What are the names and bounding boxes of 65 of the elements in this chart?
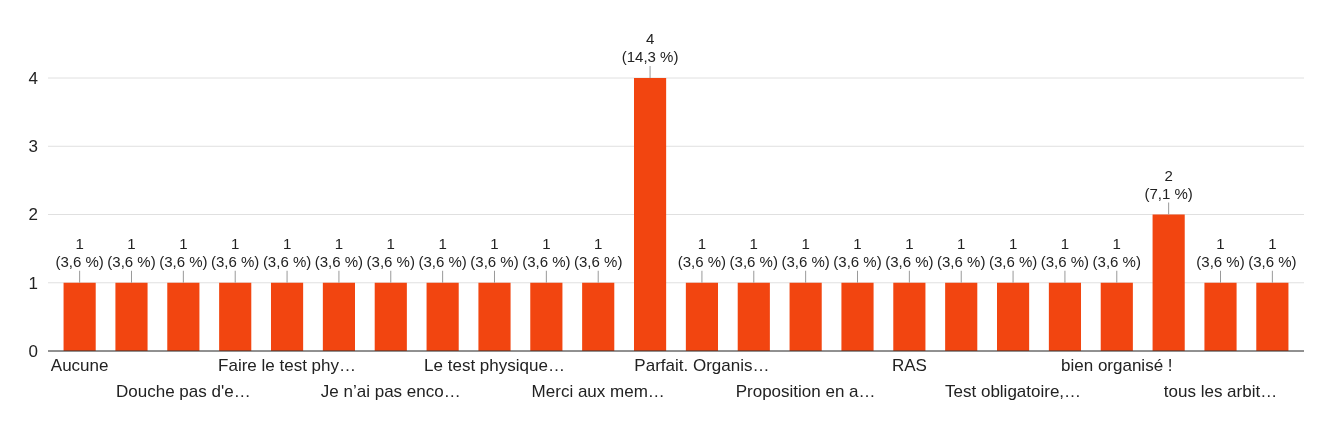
y-tick-label: 4 [28,68,38,88]
bar [685,282,718,351]
bar [426,282,459,351]
data-label: 1 (3,6 %) [262,234,312,270]
bar [634,78,667,351]
bar [841,282,874,351]
y-tick-label: 3 [28,137,38,157]
y-tick-label: 2 [28,205,38,225]
bar [1100,282,1133,351]
x-tick-label: Merci aux mem… [531,382,665,401]
bar [893,282,926,351]
bar [270,282,304,351]
data-label: 1 (3,6 %) [729,234,778,270]
y-tick-label: 0 [28,341,38,361]
x-tick-label: Test obligatoire,… [945,382,1082,401]
x-tick-label: RAS [891,356,927,375]
bar [167,282,200,351]
x-tick-label: Faire le test phy… [218,356,357,375]
data-label: 1 (3,6 %) [574,234,623,270]
data-label: 1 (3,6 %) [107,234,156,270]
bar [478,282,511,351]
x-tick-label: Aucune [50,356,109,375]
x-tick-label: Je n’ai pas enco… [320,382,461,401]
data-label: 1 (3,6 %) [55,234,104,270]
bar [322,282,355,351]
data-label: 1 (3,6 %) [470,234,519,270]
data-label: 1 (3,6 %) [418,234,467,270]
data-label: 1 (3,6 %) [522,234,571,270]
data-label: 1 (3,6 %) [366,234,415,270]
data-label: 1 (3,6 %) [159,234,208,270]
bar [737,282,770,351]
bar [219,282,252,351]
bar [945,282,978,351]
x-tick-label: Proposition en a… [735,382,876,401]
x-tick-label: Le test physique… [424,356,565,375]
x-tick-label: bien organisé ! [1061,356,1173,375]
bar [374,282,407,351]
bar [1256,282,1289,351]
data-label: 1 (3,6 %) [885,234,934,270]
bar [115,282,148,351]
data-label: 1 (3,6 %) [1196,234,1245,270]
bar [582,282,615,351]
data-label: 1 (3,6 %) [677,234,727,270]
data-label: 1 (3,6 %) [988,234,1038,270]
bar [789,282,822,351]
x-tick-label: Parfait. Organis… [634,356,770,375]
bar [63,282,96,351]
data-label: 4 (14,3 %) [621,30,679,65]
bar [1204,282,1237,351]
data-label: 1 (3,6 %) [833,234,882,270]
data-label: 1 (3,6 %) [1040,234,1090,270]
x-tick-label: tous les arbit… [1163,382,1278,401]
bar [530,282,563,351]
x-tick-label: Douche pas d'e… [116,382,251,401]
data-label: 1 (3,6 %) [314,234,364,270]
bar [1048,282,1082,351]
bar [997,282,1030,351]
data-label: 1 (3,6 %) [781,234,830,270]
data-label: 1 (3,6 %) [1248,234,1297,270]
data-label: 1 (3,6 %) [937,234,986,270]
y-tick-label: 1 [28,273,38,293]
data-label: 1 (3,6 %) [1092,234,1141,270]
data-label: 1 (3,6 %) [211,234,260,270]
bar [1152,214,1185,351]
data-label: 2 (7,1 %) [1144,166,1193,202]
